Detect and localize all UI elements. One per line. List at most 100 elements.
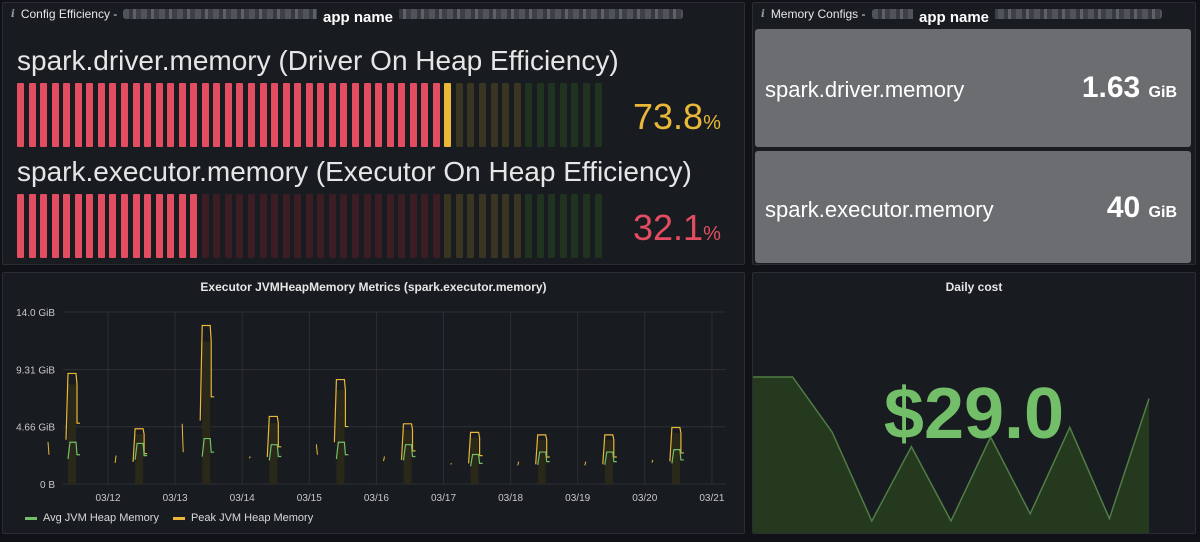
stat-label: spark.executor.memory [765, 197, 994, 222]
y-tick-label: 14.0 GiB [16, 308, 55, 319]
gauge-segment [351, 83, 359, 147]
gauge-segment [525, 83, 533, 147]
gauge-segment [63, 194, 71, 258]
gauge-segment [386, 83, 394, 147]
gauge-segment [375, 83, 383, 147]
gauge-segment [282, 83, 290, 147]
driver-gauge-label: spark.driver.memory (Driver On Heap Effi… [17, 45, 619, 76]
gauge-segment [455, 83, 463, 147]
gauge-segment [490, 194, 498, 258]
gauge-segment [559, 194, 567, 258]
gauge-segment [351, 194, 359, 258]
gauge-segment [444, 194, 452, 258]
gauge-segment [502, 83, 510, 147]
gauge-segment [421, 194, 429, 258]
x-tick-label: 03/16 [364, 493, 389, 504]
x-tick-label: 03/18 [498, 493, 523, 504]
gauge-segment [248, 194, 255, 258]
gauge-segment [248, 83, 255, 147]
gauge-segment [236, 83, 244, 147]
driver-gauge-unit: % [703, 112, 721, 134]
gauge-segment [548, 194, 556, 258]
legend-item-peak[interactable]: Peak JVM Heap Memory [172, 512, 314, 524]
gauge-segment [340, 194, 348, 258]
x-tick-label: 03/19 [565, 493, 590, 504]
peak-series-line [333, 378, 349, 443]
gauge-segment [582, 194, 590, 258]
gauge-segment [120, 194, 128, 258]
gauge-segment [502, 194, 510, 258]
gauge-segment [201, 83, 209, 147]
x-tick-label: 03/15 [297, 493, 322, 504]
gauge-segment [594, 83, 602, 147]
legend-swatch [172, 516, 185, 520]
gauge-segment [17, 194, 24, 258]
peak-area-fill [403, 429, 412, 484]
peak-area-fill [470, 437, 479, 484]
peak-series-line [535, 434, 550, 465]
gauge-segment [513, 83, 521, 147]
gauge-segment [74, 194, 82, 258]
peak-series-line [669, 426, 684, 462]
cost-area-fill [753, 377, 1149, 533]
panel-title[interactable]: Memory Configs - [770, 7, 866, 21]
x-tick-label: 03/20 [632, 493, 657, 504]
x-tick-label: 03/17 [431, 493, 456, 504]
cost-title[interactable]: Daily cost [945, 280, 1003, 294]
peak-series-line [132, 428, 148, 462]
gauge-segment [167, 194, 175, 258]
cost-sparkline [753, 376, 1150, 523]
x-tick-label: 03/12 [95, 493, 120, 504]
daily-cost-value: $29.0 [883, 374, 1065, 454]
gauge-segment [271, 194, 279, 258]
peak-series-line [450, 463, 452, 465]
gauge-segment [409, 83, 417, 147]
info-icon[interactable]: i [11, 8, 15, 20]
gauge-segment [224, 194, 232, 258]
gauge-segment [571, 83, 579, 147]
avg-series-line [604, 451, 617, 465]
gauge-segment [294, 83, 302, 147]
gauge-segment [398, 194, 406, 258]
peak-series-line [517, 461, 520, 466]
x-tick-label: 03/21 [699, 493, 724, 504]
gauge-segment [536, 83, 544, 147]
gauge-segment [513, 194, 521, 258]
peak-series-line [383, 456, 385, 462]
y-tick-label: 4.66 GiB [16, 423, 55, 434]
info-icon[interactable]: i [761, 8, 765, 20]
gauge-segment [201, 194, 209, 258]
peak-series-line [602, 434, 617, 465]
gauge-segment [28, 194, 36, 258]
gauge-segment [328, 83, 336, 147]
memory-configs-panel: i Memory Configs - app name spark.driver… [752, 2, 1196, 265]
gauge-segment [328, 194, 336, 258]
gauge-segment [178, 194, 186, 258]
driver-gauge-number: 73.8 [633, 96, 704, 137]
gauge-segment [259, 83, 267, 147]
gauge-segment [120, 83, 128, 147]
gauge-segment [305, 83, 313, 147]
legend-item-avg[interactable]: Avg JVM Heap Memory [25, 512, 159, 524]
gauge-segment [271, 83, 279, 147]
peak-series-line [248, 456, 251, 459]
gauge-segment [259, 194, 267, 258]
avg-series-line [402, 444, 416, 461]
gauge-segment [432, 83, 440, 147]
gauge-segment [363, 194, 371, 258]
avg-series-line [201, 437, 215, 457]
stat-value: 40 GiB [1107, 191, 1177, 225]
stat-label: spark.driver.memory [765, 77, 965, 102]
chart-title[interactable]: Executor JVMHeapMemory Metrics (spark.ex… [200, 280, 547, 294]
jvm-heap-chart[interactable]: 0 B 4.66 GiB 9.31 GiB 14.0 GiB 03/12 03/13 03/… [3, 293, 744, 523]
chart-legend: Avg JVM Heap Memory Peak JVM Heap Memory [25, 512, 313, 524]
gauge-segment [398, 83, 406, 147]
peak-area-fill [269, 423, 278, 484]
peak-area-fill [604, 439, 613, 484]
panel-title[interactable]: Config Efficiency - [20, 7, 118, 21]
legend-label: Peak JVM Heap Memory [190, 512, 314, 524]
peak-series-line [65, 372, 80, 440]
stat-unit: GiB [1148, 204, 1177, 221]
gauge-segment [386, 194, 394, 258]
peak-area-fill [671, 433, 680, 484]
